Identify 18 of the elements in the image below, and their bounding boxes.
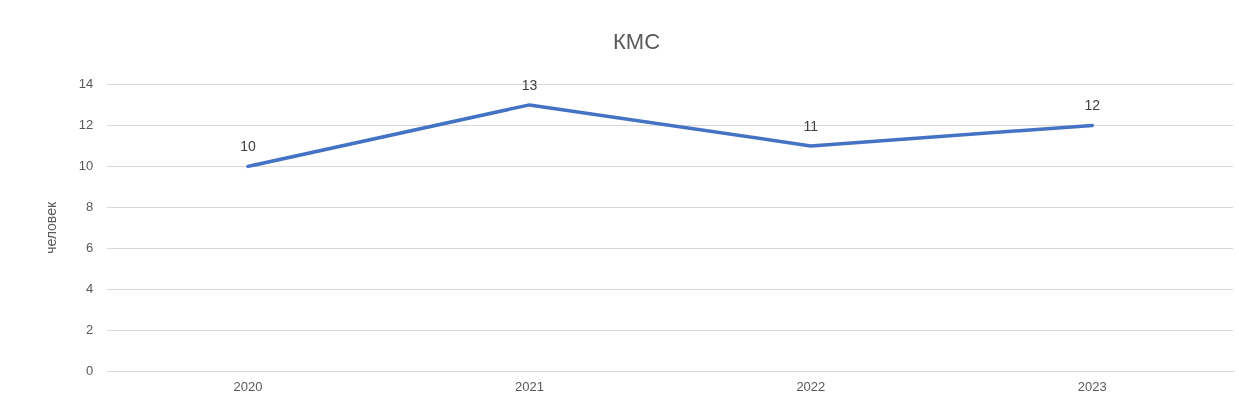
y-tick-label: 12: [78, 116, 94, 132]
y-axis-title: человек: [43, 201, 60, 254]
x-tick-label: 2022: [796, 378, 826, 394]
y-tick-label: 6: [86, 239, 94, 255]
y-tick-label: 4: [86, 280, 94, 296]
data-label: 11: [803, 117, 819, 134]
data-label: 10: [240, 138, 256, 155]
y-tick-label: 14: [78, 75, 94, 91]
y-tick-label: 2: [86, 321, 94, 337]
x-tick-label: 2021: [514, 378, 544, 394]
chart-title: КМС: [612, 29, 661, 55]
y-tick-label: 0: [86, 362, 94, 378]
x-tick-label: 2020: [233, 378, 263, 394]
x-tick-label: 2023: [1077, 378, 1107, 394]
data-label: 12: [1084, 97, 1101, 114]
data-label: 13: [521, 76, 538, 93]
y-tick-label: 10: [78, 157, 94, 173]
y-tick-label: 8: [86, 198, 94, 214]
